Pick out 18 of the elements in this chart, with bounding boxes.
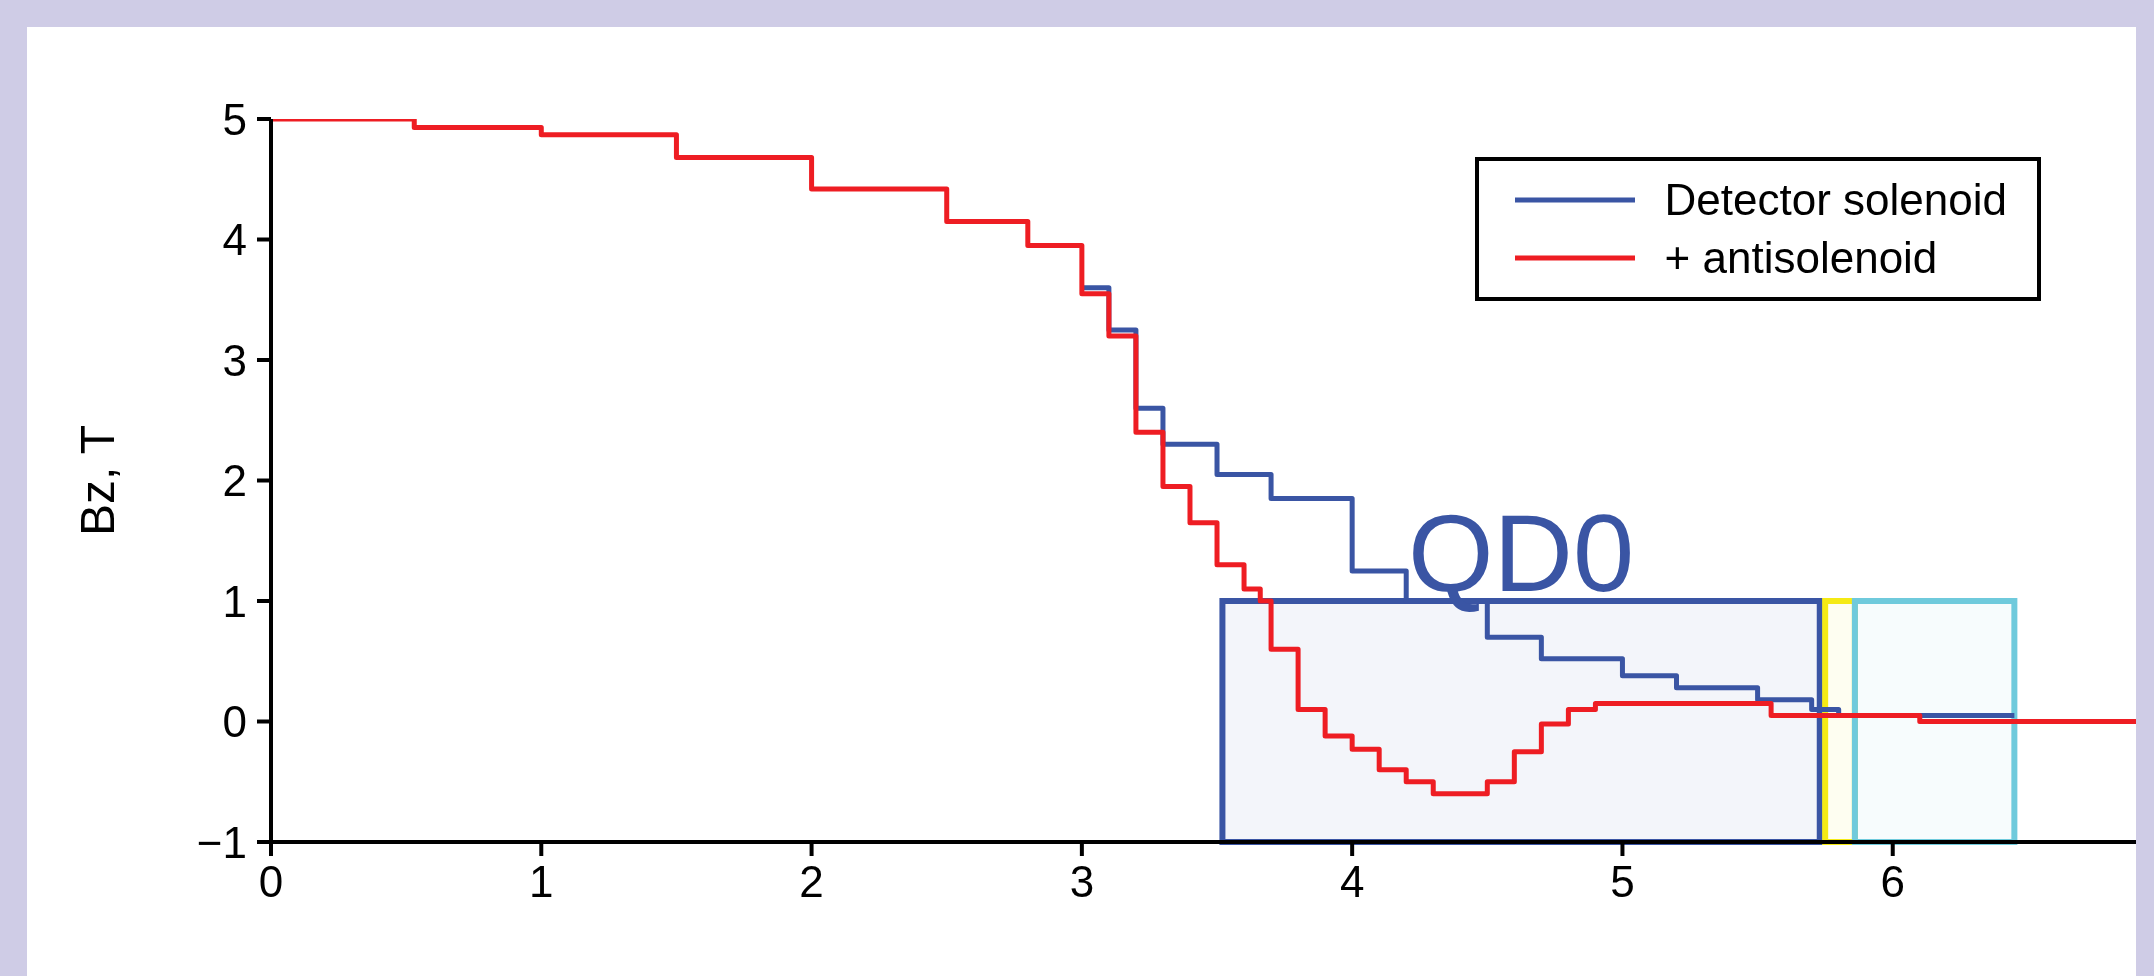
x-tick-label: 3 — [1069, 857, 1095, 907]
x-tick-label: 6 — [1880, 857, 1905, 907]
x-tick-label: 0 — [258, 857, 284, 907]
x-tick-label: 4 — [1339, 857, 1365, 907]
legend-label: Detector solenoid — [1664, 175, 2007, 225]
x-tick-label: 2 — [799, 857, 824, 907]
y-tick-label: −1 — [196, 817, 247, 867]
x-tick-label: 1 — [529, 857, 554, 907]
y-tick-label: 2 — [222, 456, 247, 506]
x-tick-label: 5 — [1610, 857, 1635, 907]
y-tick-label: 0 — [222, 697, 247, 747]
y-tick-label: 1 — [222, 576, 247, 626]
band-label: QD0 — [1408, 491, 1635, 614]
y-tick-label: 3 — [222, 335, 247, 385]
legend-label: + antisolenoid — [1664, 233, 1938, 283]
y-axis-title: Bz, T — [71, 424, 125, 537]
y-tick-label: 5 — [222, 94, 247, 144]
y-tick-label: 4 — [222, 215, 247, 265]
